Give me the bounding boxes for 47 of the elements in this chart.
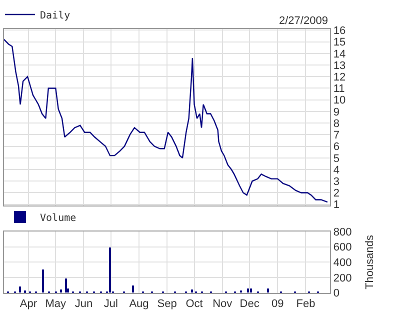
- y-tick-label: 1: [333, 199, 340, 212]
- x-tick-label: Aug: [129, 298, 149, 310]
- y-tick-label: 2: [333, 188, 340, 200]
- y-tick-label: 13: [333, 60, 346, 72]
- y-tick-label: 800: [333, 226, 352, 238]
- x-tick-label: Apr: [20, 298, 38, 310]
- line-series: [4, 38, 328, 203]
- y-tick-label: 0: [333, 288, 340, 300]
- bar: [132, 286, 134, 293]
- y-tick-label: 8: [333, 118, 340, 130]
- bar: [42, 270, 44, 293]
- y-tick-label: 15: [333, 36, 346, 49]
- y-tick-label: 4: [333, 164, 340, 176]
- x-tick-label: Feb: [296, 298, 316, 310]
- legend-label: Volume: [40, 212, 76, 224]
- x-tick-label: Sep: [157, 298, 177, 310]
- y-tick-label: 3: [333, 176, 340, 188]
- y-tick-label: 6: [333, 141, 340, 154]
- y-tick-label: 200: [333, 272, 352, 284]
- x-tick-label: Jul: [104, 298, 118, 310]
- bar: [60, 290, 62, 293]
- x-tick-label: Dec: [240, 298, 260, 310]
- y-tick-label: 5: [333, 152, 340, 165]
- legend-label: Daily: [40, 10, 70, 22]
- y-tick-label: 10: [333, 94, 346, 107]
- x-tick-label: Nov: [212, 298, 233, 310]
- y-tick-label: 7: [333, 130, 340, 142]
- bar: [246, 288, 249, 293]
- bar: [266, 288, 269, 293]
- bar: [18, 286, 21, 293]
- bar: [108, 248, 111, 293]
- text: 2/27/2009: [279, 15, 328, 27]
- x-tick-label: 09: [271, 298, 284, 310]
- y-tick-label: 12: [333, 71, 346, 84]
- bar: [250, 288, 252, 293]
- y-tick-label: 11: [333, 83, 345, 96]
- x-tick-label: Jun: [74, 298, 93, 310]
- y-tick-label: 400: [333, 257, 352, 270]
- x-tick-label: Oct: [186, 298, 203, 310]
- x-tick-label: May: [45, 298, 67, 310]
- bar: [64, 278, 67, 293]
- y-axis-title: Thousands: [364, 234, 376, 290]
- bar: [190, 290, 193, 293]
- y-tick-label: 9: [333, 106, 340, 118]
- y-tick-label: 600: [333, 242, 352, 254]
- y-tick-label: 14: [333, 48, 346, 60]
- y-tick-label: 16: [333, 25, 346, 38]
